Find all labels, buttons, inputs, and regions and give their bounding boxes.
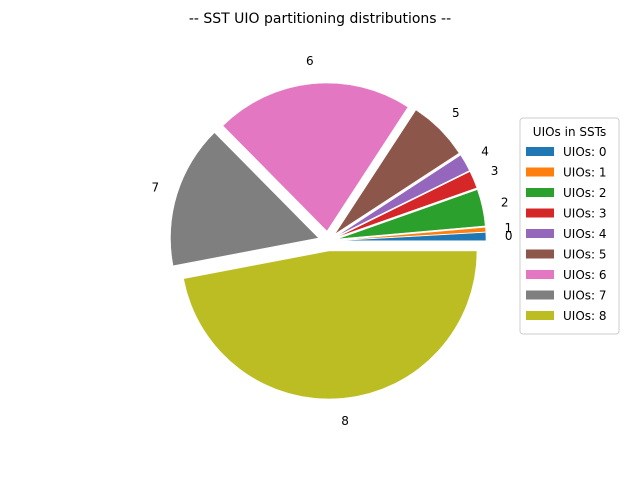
legend-swatch-7 <box>526 290 554 300</box>
pie-slice-6 <box>222 82 409 232</box>
legend-swatch-6 <box>526 270 554 279</box>
slice-label-8: 8 <box>341 414 349 428</box>
legend-label-7: UIOs: 7 <box>563 289 607 303</box>
slice-label-1: 1 <box>505 221 513 235</box>
pie-slice-1 <box>337 227 487 241</box>
legend-swatch-4 <box>526 229 554 238</box>
legend-swatch-8 <box>526 311 554 320</box>
legend-swatch-1 <box>526 167 554 177</box>
slice-label-4: 4 <box>481 144 489 158</box>
legend-label-8: UIOs: 8 <box>563 309 607 323</box>
legend-label-5: UIOs: 5 <box>563 248 607 262</box>
legend-label-3: UIOs: 3 <box>563 207 607 221</box>
legend-label-6: UIOs: 6 <box>563 268 607 282</box>
pie-slice-4 <box>336 154 470 237</box>
pie-slice-2 <box>337 189 486 240</box>
legend-label-2: UIOs: 2 <box>563 186 607 200</box>
slice-label-3: 3 <box>491 164 499 178</box>
pie-slice-8 <box>183 250 478 400</box>
pie-labels: 01 2 34 5 6 7 8 <box>152 54 513 428</box>
slice-label-7: 7 <box>152 180 160 194</box>
legend-swatch-5 <box>526 249 554 259</box>
pie-slice-3 <box>337 171 478 238</box>
slice-label-5: 5 <box>452 106 460 120</box>
legend-label-0: UIOs: 0 <box>563 145 607 159</box>
slice-label-0: 0 <box>505 229 513 243</box>
legend-label-4: UIOs: 4 <box>563 227 607 241</box>
pie-slice-0 <box>337 232 487 241</box>
pie-slice-7 <box>170 132 319 267</box>
legend-swatch-3 <box>526 208 554 218</box>
legend-swatch-2 <box>526 188 554 197</box>
slice-label-2: 2 <box>501 196 509 210</box>
pie-slices <box>170 82 487 400</box>
chart-title: -- SST UIO partitioning distributions -- <box>189 11 451 27</box>
pie-slice-5 <box>334 109 460 235</box>
slice-label-6: 6 <box>306 54 314 68</box>
legend-title: UIOs in SSTs <box>533 125 606 139</box>
legend-swatch-0 <box>526 147 554 156</box>
legend-items: UIOs: 0 UIOs: 1 UIOs: 2 UIOs: 3 UIOs: 4 UIOs:… <box>526 145 607 323</box>
legend-label-1: UIOs: 1 <box>563 166 607 180</box>
